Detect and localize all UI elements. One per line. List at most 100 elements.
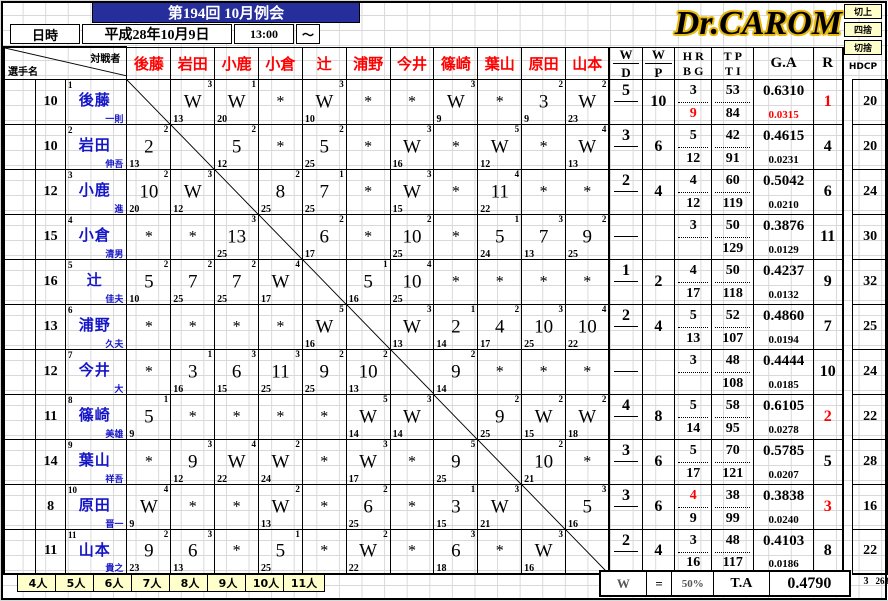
match-cell[interactable]: * [477,348,523,395]
match-cell[interactable]: 1 5 16 [345,258,391,305]
match-cell[interactable]: 3 W 16 [389,123,435,170]
match-cell[interactable]: * [258,78,303,125]
match-cell[interactable]: 1 2 14 [433,303,479,350]
match-cell[interactable]: 3 W 13 [170,78,216,125]
match-cell[interactable]: 2 10 25 [389,213,435,260]
people-button-9[interactable]: 9人 [207,574,249,592]
match-cell[interactable]: 4 W 17 [258,258,303,305]
match-cell[interactable]: 1 5 24 [477,213,523,260]
match-cell[interactable]: * [477,528,523,575]
match-cell[interactable]: 1 3 15 [433,483,479,530]
match-cell[interactable]: * [170,483,216,530]
match-cell[interactable]: * [521,123,567,170]
player-name-cell[interactable]: 2 岩田 伸吾 [65,123,128,170]
match-cell[interactable]: 3 10 25 [521,303,567,350]
match-cell[interactable]: 2 9 25 [477,393,523,440]
match-cell[interactable]: 2 8 25 [258,168,303,215]
player-name-cell[interactable]: 1 後藤 一則 [65,78,128,125]
match-cell[interactable]: * [258,123,303,170]
match-cell[interactable]: * [301,393,347,440]
match-cell[interactable]: 4 10 22 [565,303,611,350]
match-cell[interactable]: 5 W 12 [477,123,523,170]
match-cell[interactable]: * [126,348,172,395]
people-button-6[interactable]: 6人 [93,574,135,592]
match-cell[interactable]: 5 W 16 [301,303,347,350]
match-cell[interactable]: 3 13 25 [214,213,259,260]
match-cell[interactable]: 4 11 22 [477,168,523,215]
player-name-cell[interactable]: 11 山本 貴之 [65,528,128,575]
time-value[interactable]: 13:00 [234,24,294,44]
match-cell[interactable]: * [170,393,216,440]
match-cell[interactable]: 3 9 12 [170,438,216,485]
match-cell[interactable]: 3 5 16 [565,483,611,530]
match-cell[interactable]: 2 7 25 [214,258,259,305]
match-cell[interactable]: 3 W 16 [521,528,567,575]
date-value[interactable]: 平成28年10月9日 [82,24,232,44]
people-button-11[interactable]: 11人 [283,574,325,592]
player-name-cell[interactable]: 9 葉山 祥吾 [65,438,128,485]
match-cell[interactable]: * [345,78,391,125]
match-cell[interactable]: * [126,213,172,260]
match-cell[interactable]: * [565,348,611,395]
match-cell[interactable]: * [345,213,391,260]
match-cell[interactable]: 2 9 25 [301,348,347,395]
match-cell[interactable]: * [301,528,347,575]
match-cell[interactable]: * [214,303,259,350]
match-cell[interactable]: 3 6 15 [214,348,259,395]
match-cell[interactable]: 2 10 13 [345,348,391,395]
match-cell[interactable]: * [521,258,567,305]
match-cell[interactable]: * [214,528,259,575]
match-cell[interactable]: 3 W 21 [477,483,523,530]
match-cell[interactable]: * [433,123,479,170]
player-name-cell[interactable]: 6 浦野 久夫 [65,303,128,350]
match-cell[interactable]: * [521,348,567,395]
match-cell[interactable]: 1 7 25 [301,168,347,215]
match-cell[interactable]: 2 5 25 [301,123,347,170]
match-cell[interactable]: 1 W 20 [214,78,259,125]
match-cell[interactable]: 3 11 25 [258,348,303,395]
player-name-cell[interactable]: 5 辻佳夫 [65,258,128,305]
match-cell[interactable]: 2 W 24 [258,438,303,485]
match-cell[interactable]: 1 5 25 [258,528,303,575]
match-cell[interactable]: 2 5 12 [214,123,259,170]
match-cell[interactable]: * [126,303,172,350]
player-name-cell[interactable]: 4 小倉 清男 [65,213,128,260]
match-cell[interactable]: * [126,438,172,485]
match-cell[interactable]: 2 10 21 [521,438,567,485]
match-cell[interactable]: * [565,438,611,485]
match-cell[interactable]: * [477,78,523,125]
match-cell[interactable]: * [345,123,391,170]
match-cell[interactable]: * [565,258,611,305]
match-cell[interactable]: 2 W 15 [521,393,567,440]
match-cell[interactable]: * [258,393,303,440]
match-cell[interactable]: 2 W 23 [565,78,611,125]
match-cell[interactable]: 3 W 13 [389,303,435,350]
match-cell[interactable]: * [258,303,303,350]
match-cell[interactable]: 2 4 17 [477,303,523,350]
match-cell[interactable]: 2 6 17 [301,213,347,260]
match-cell[interactable]: 3 W 17 [345,438,391,485]
match-cell[interactable]: 1 3 16 [170,348,216,395]
match-cell[interactable]: 4 10 25 [389,258,435,305]
match-cell[interactable]: 2 9 25 [565,213,611,260]
match-cell[interactable]: * [170,303,216,350]
match-cell[interactable]: 2 W 18 [565,393,611,440]
match-cell[interactable]: 4 W 22 [214,438,259,485]
match-cell[interactable]: 5 W 14 [345,393,391,440]
match-cell[interactable]: 2 9 23 [126,528,172,575]
people-button-4[interactable]: 4人 [17,574,59,592]
player-name-cell[interactable]: 3 小鹿進 [65,168,128,215]
match-cell[interactable]: * [433,213,479,260]
match-cell[interactable]: * [521,168,567,215]
round-half-button[interactable]: 四捨 [844,22,882,37]
people-button-7[interactable]: 7人 [131,574,173,592]
round-down-button[interactable]: 切捨 [844,40,882,55]
match-cell[interactable]: 2 2 13 [126,123,172,170]
match-cell[interactable]: * [565,168,611,215]
match-cell[interactable]: * [345,168,391,215]
match-cell[interactable]: 2 W 13 [258,483,303,530]
